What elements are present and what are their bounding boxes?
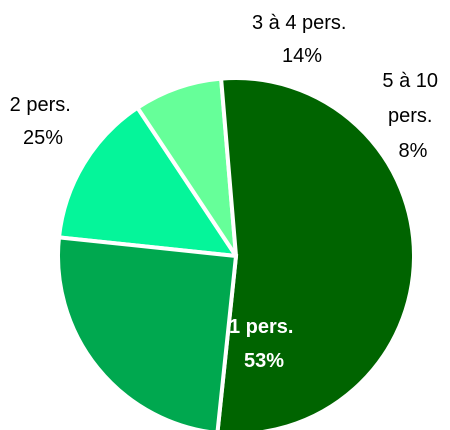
slice-3-4-pers — [56, 104, 241, 259]
slice-label-2-pers: 2 pers. 25% — [10, 94, 77, 149]
slice-label-5-10-pers: 5 à 10 pers. 8% — [382, 70, 443, 162]
slice-2-pers — [56, 235, 239, 430]
slice-1-pers — [215, 76, 416, 430]
pie-slices — [56, 76, 416, 430]
slice-label-3-4-pers: 3 à 4 pers. 14% — [252, 12, 352, 67]
slice-label-1-pers: 1 pers. 53% — [229, 316, 299, 372]
